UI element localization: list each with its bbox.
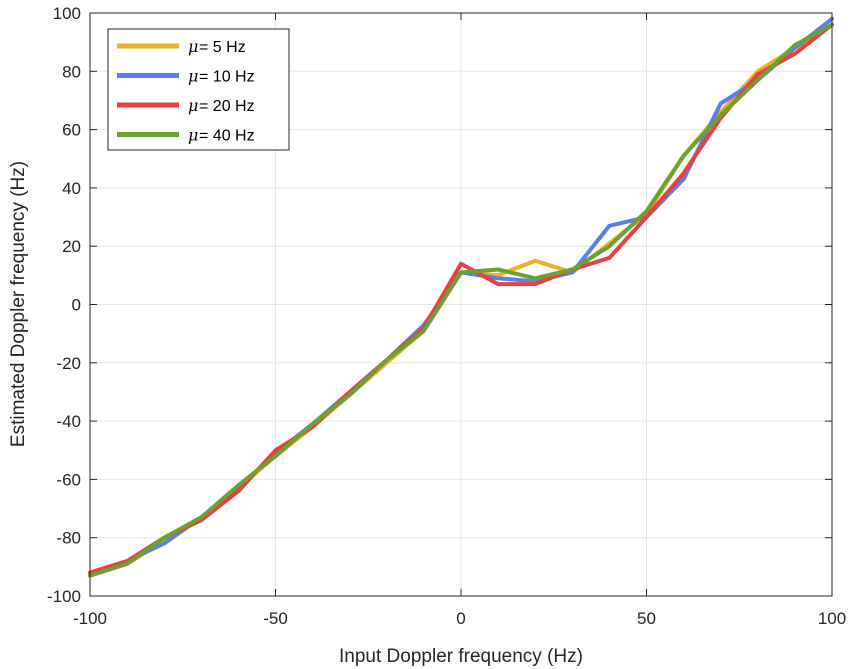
axis-ticks — [89, 12, 833, 597]
y-tick-label: 100 — [53, 4, 81, 23]
legend-label: = 40 Hz — [199, 128, 255, 145]
legend-label: = 20 Hz — [199, 98, 255, 115]
x-axis-label: Input Doppler frequency (Hz) — [339, 646, 583, 667]
y-tick-label: 80 — [62, 62, 81, 81]
y-tick-label: -100 — [47, 587, 81, 606]
y-tick-label: -60 — [56, 470, 81, 489]
x-tick-label: -100 — [73, 609, 107, 628]
y-tick-label: 20 — [62, 237, 81, 256]
series-line-4 — [88, 22, 834, 578]
y-tick-label: -20 — [56, 354, 81, 373]
legend-symbol: μ — [188, 37, 198, 56]
y-tick-labels: -100 -80 -60 -40 -20 0 20 40 60 80 100 — [47, 4, 81, 606]
x-tick-label: 100 — [818, 609, 846, 628]
x-tick-label: -50 — [263, 609, 288, 628]
x-tick-label: 50 — [637, 609, 656, 628]
legend-label: = 5 Hz — [199, 39, 246, 56]
legend-box — [107, 28, 290, 151]
legend-symbol: μ — [188, 67, 198, 86]
y-tick-label: 60 — [62, 121, 81, 140]
x-tick-label: 0 — [456, 609, 465, 628]
legend-label: = 10 Hz — [199, 69, 255, 86]
y-axis-label: Estimated Doppler frequency (Hz) — [8, 161, 29, 447]
y-tick-label: 40 — [62, 179, 81, 198]
x-tick-labels: -100 -50 0 50 100 — [73, 609, 846, 628]
y-tick-label: 0 — [72, 296, 81, 315]
legend: μ = 5 Hzμ = 10 Hzμ = 20 Hzμ = 40 Hz — [107, 28, 290, 151]
series-group — [88, 16, 834, 578]
legend-symbol: μ — [188, 96, 198, 115]
y-tick-label: -40 — [56, 412, 81, 431]
series-line-3 — [88, 22, 834, 575]
y-tick-label: -80 — [56, 529, 81, 548]
legend-symbol: μ — [188, 126, 198, 145]
